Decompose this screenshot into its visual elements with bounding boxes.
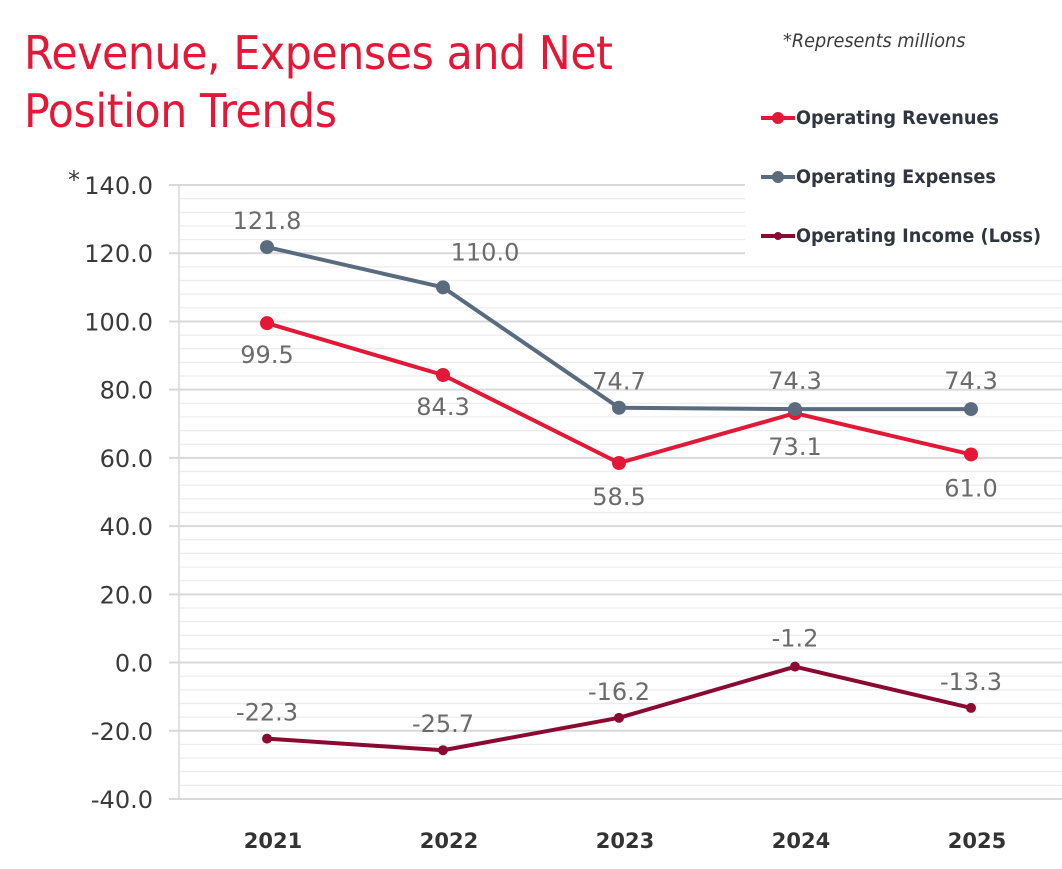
data-label-revenues: 99.5 (240, 341, 293, 369)
data-point-revenues (436, 367, 450, 382)
data-label-expenses: 121.8 (233, 207, 302, 235)
y-tick-label: 40.0 (100, 513, 153, 541)
y-tick-label: 100.0 (84, 308, 153, 336)
data-point-income (262, 733, 272, 744)
data-point-income (966, 702, 976, 713)
data-label-income: -25.7 (412, 710, 474, 738)
data-label-revenues: 58.5 (592, 483, 645, 511)
legend-label: Operating Income (Loss) (796, 225, 1042, 247)
data-labels: 99.5 84.3 58.5 73.1 61.0 121.8 110.0 74.7 74.3 74… (233, 207, 1002, 738)
data-point-expenses (964, 402, 978, 417)
data-point-income (438, 745, 448, 756)
series-layer (260, 240, 978, 756)
y-axis-asterisk: * (68, 166, 80, 194)
data-label-income: -16.2 (588, 678, 650, 706)
x-axis: 2021 2022 2023 2024 2025 (244, 829, 1006, 853)
legend-item-revenues: Operating Revenues (760, 103, 1014, 133)
y-tick-label: 120.0 (84, 240, 153, 268)
data-point-expenses (436, 280, 450, 295)
legend-line-marker-icon (760, 108, 796, 128)
data-label-expenses: 74.3 (944, 367, 997, 395)
data-point-expenses (612, 400, 626, 415)
data-point-income (790, 661, 800, 672)
y-tick-label: 20.0 (100, 581, 153, 609)
y-tick-label: 0.0 (115, 650, 153, 678)
data-label-income: -22.3 (236, 699, 298, 727)
x-tick-label: 2022 (420, 829, 478, 853)
data-point-expenses (788, 402, 802, 417)
legend (745, 95, 1062, 265)
data-point-revenues (964, 447, 978, 462)
y-tick-label: 140.0 (84, 172, 153, 200)
y-tick-label: -20.0 (91, 718, 153, 746)
y-axis: * 140.0 120.0 100.0 80.0 60.0 40.0 20.0 0.0 -20.… (68, 166, 153, 814)
data-label-income: -13.3 (940, 668, 1002, 696)
x-tick-label: 2021 (244, 829, 302, 853)
chart-title: Revenue, Expenses and Net Position Trend… (24, 24, 675, 140)
y-tick-label: 80.0 (100, 377, 153, 405)
x-tick-label: 2023 (596, 829, 654, 853)
legend-line-marker-icon (760, 167, 796, 187)
data-point-expenses (260, 240, 274, 255)
data-point-income (614, 712, 624, 723)
data-label-revenues: 84.3 (416, 393, 469, 421)
data-point-revenues (260, 316, 274, 331)
chart-title-line-1: Revenue, Expenses and Net (24, 26, 613, 80)
y-tick-label: -40.0 (91, 786, 153, 814)
legend-line-marker-icon (760, 226, 796, 246)
data-point-revenues (612, 456, 626, 471)
data-label-expenses: 74.7 (592, 368, 645, 396)
units-note: *Represents millions (783, 30, 966, 52)
x-tick-label: 2024 (772, 829, 830, 853)
data-label-income: -1.2 (772, 625, 819, 653)
data-label-expenses: 74.3 (768, 367, 821, 395)
legend-label: Operating Expenses (796, 166, 996, 188)
gridlines (169, 184, 1062, 800)
chart-title-line-2: Position Trends (24, 84, 337, 138)
legend-item-income: Operating Income (Loss) (760, 221, 1060, 251)
data-label-revenues: 73.1 (768, 433, 821, 461)
y-tick-label: 60.0 (100, 445, 153, 473)
legend-label: Operating Revenues (796, 107, 999, 129)
x-tick-label: 2025 (948, 829, 1006, 853)
data-label-expenses: 110.0 (451, 238, 520, 266)
legend-item-expenses: Operating Expenses (760, 162, 1011, 192)
data-label-revenues: 61.0 (944, 474, 997, 502)
